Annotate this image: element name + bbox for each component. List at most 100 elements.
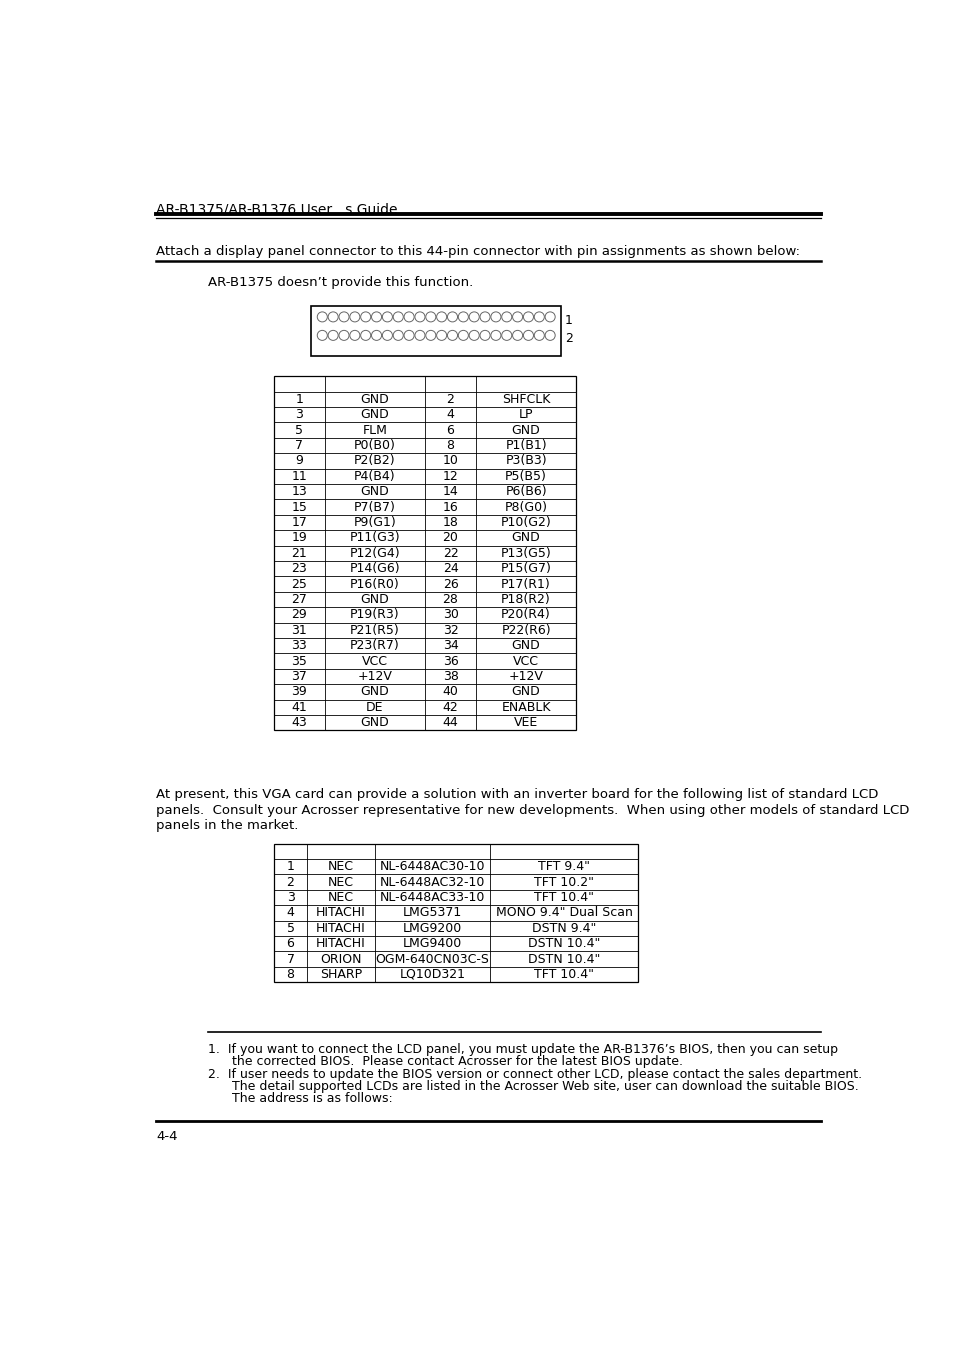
Circle shape — [382, 312, 392, 322]
Text: At present, this VGA card can provide a solution with an inverter board for the : At present, this VGA card can provide a … — [156, 788, 878, 801]
Text: ORION: ORION — [320, 952, 361, 966]
Circle shape — [491, 312, 500, 322]
Text: P6(B6): P6(B6) — [505, 485, 546, 499]
Text: GND: GND — [360, 408, 389, 422]
Circle shape — [534, 312, 544, 322]
Circle shape — [457, 331, 468, 340]
Text: HITACHI: HITACHI — [315, 907, 365, 920]
Text: P8(G0): P8(G0) — [504, 501, 547, 513]
Text: P10(G2): P10(G2) — [500, 516, 551, 530]
Text: 21: 21 — [292, 547, 307, 559]
Text: 38: 38 — [442, 670, 458, 684]
Text: GND: GND — [360, 716, 389, 730]
Text: GND: GND — [511, 531, 540, 544]
Text: 39: 39 — [292, 685, 307, 698]
Circle shape — [328, 312, 337, 322]
Circle shape — [512, 331, 522, 340]
Circle shape — [317, 331, 327, 340]
Text: 44: 44 — [442, 716, 458, 730]
Circle shape — [447, 331, 457, 340]
Circle shape — [491, 331, 500, 340]
Text: HITACHI: HITACHI — [315, 938, 365, 950]
Text: 5: 5 — [295, 424, 303, 436]
Circle shape — [350, 331, 359, 340]
Text: P15(G7): P15(G7) — [500, 562, 551, 576]
Text: SHFCLK: SHFCLK — [501, 393, 550, 405]
Circle shape — [393, 331, 403, 340]
Text: P2(B2): P2(B2) — [354, 454, 395, 467]
Text: 17: 17 — [292, 516, 307, 530]
Text: P12(G4): P12(G4) — [350, 547, 400, 559]
Text: Attach a display panel connector to this 44-pin connector with pin assignments a: Attach a display panel connector to this… — [156, 246, 800, 258]
Circle shape — [338, 331, 349, 340]
Text: P4(B4): P4(B4) — [354, 470, 395, 482]
Text: LP: LP — [518, 408, 533, 422]
Text: 42: 42 — [442, 701, 458, 713]
Text: 2.  If user needs to update the BIOS version or connect other LCD, please contac: 2. If user needs to update the BIOS vers… — [208, 1069, 862, 1081]
Text: 32: 32 — [442, 624, 458, 636]
Text: DE: DE — [366, 701, 383, 713]
Text: 7: 7 — [295, 439, 303, 453]
Circle shape — [404, 331, 414, 340]
Text: GND: GND — [511, 639, 540, 653]
Text: 9: 9 — [295, 454, 303, 467]
Text: GND: GND — [511, 424, 540, 436]
Text: LMG9200: LMG9200 — [402, 921, 461, 935]
Text: VCC: VCC — [513, 655, 538, 667]
Text: 35: 35 — [292, 655, 307, 667]
Text: VEE: VEE — [514, 716, 537, 730]
Text: 2: 2 — [446, 393, 454, 405]
Text: 30: 30 — [442, 608, 458, 621]
Text: 27: 27 — [292, 593, 307, 607]
Circle shape — [328, 331, 337, 340]
Text: VCC: VCC — [361, 655, 388, 667]
Text: 4-4: 4-4 — [156, 1129, 178, 1143]
Circle shape — [436, 312, 446, 322]
Circle shape — [338, 312, 349, 322]
Text: 16: 16 — [442, 501, 458, 513]
Text: P1(B1): P1(B1) — [505, 439, 546, 453]
Circle shape — [415, 331, 424, 340]
Text: AR-B1375/AR-B1376 User   s Guide: AR-B1375/AR-B1376 User s Guide — [156, 203, 397, 216]
Text: SHARP: SHARP — [319, 967, 361, 981]
Text: 4: 4 — [286, 907, 294, 920]
Text: 3: 3 — [286, 890, 294, 904]
Text: 10: 10 — [442, 454, 458, 467]
Bar — [274, 376, 576, 731]
Circle shape — [360, 312, 371, 322]
Text: 8: 8 — [286, 967, 294, 981]
Circle shape — [371, 312, 381, 322]
Circle shape — [425, 312, 436, 322]
Text: P17(R1): P17(R1) — [500, 578, 551, 590]
Text: P9(G1): P9(G1) — [354, 516, 395, 530]
Text: P21(R5): P21(R5) — [350, 624, 399, 636]
Text: P7(B7): P7(B7) — [354, 501, 395, 513]
Text: 13: 13 — [292, 485, 307, 499]
Text: 36: 36 — [442, 655, 458, 667]
Circle shape — [501, 312, 511, 322]
Text: DSTN 10.4": DSTN 10.4" — [527, 952, 599, 966]
Text: OGM-640CN03C-S: OGM-640CN03C-S — [375, 952, 489, 966]
Text: 31: 31 — [292, 624, 307, 636]
Circle shape — [534, 331, 544, 340]
Circle shape — [479, 331, 490, 340]
Text: 18: 18 — [442, 516, 458, 530]
Text: P18(R2): P18(R2) — [500, 593, 551, 607]
Text: the corrected BIOS.  Please contact Acrosser for the latest BIOS update.: the corrected BIOS. Please contact Acros… — [208, 1055, 682, 1067]
Text: 6: 6 — [446, 424, 454, 436]
Text: 12: 12 — [442, 470, 458, 482]
Circle shape — [436, 331, 446, 340]
Text: GND: GND — [360, 685, 389, 698]
Text: P0(B0): P0(B0) — [354, 439, 395, 453]
Circle shape — [469, 312, 478, 322]
Text: NEC: NEC — [328, 861, 354, 873]
Text: 11: 11 — [292, 470, 307, 482]
Circle shape — [457, 312, 468, 322]
Text: LQ10D321: LQ10D321 — [399, 967, 465, 981]
Circle shape — [501, 331, 511, 340]
Text: 43: 43 — [292, 716, 307, 730]
Text: 1: 1 — [295, 393, 303, 405]
Text: ENABLK: ENABLK — [501, 701, 550, 713]
Text: NL-6448AC30-10: NL-6448AC30-10 — [379, 861, 484, 873]
Bar — [311, 307, 560, 357]
